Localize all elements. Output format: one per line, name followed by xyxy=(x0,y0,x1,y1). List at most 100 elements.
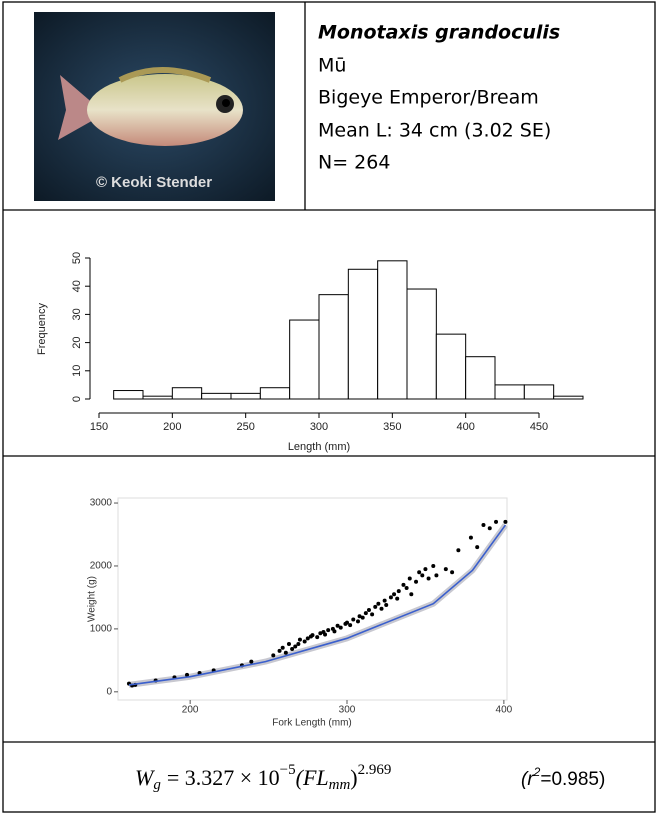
y-tick-label: 20 xyxy=(71,336,83,348)
data-point xyxy=(366,608,371,613)
bar xyxy=(494,384,525,400)
y-tick-label: 0 xyxy=(106,686,112,697)
data-point xyxy=(450,570,455,575)
data-point xyxy=(382,598,387,603)
data-point xyxy=(323,632,328,637)
formula-part: =0.985) xyxy=(540,769,605,790)
common-name: Bigeye Emperor/Bream xyxy=(318,87,539,109)
data-point xyxy=(456,548,461,553)
data-point xyxy=(351,617,356,622)
bar xyxy=(142,395,173,400)
data-point xyxy=(338,625,343,630)
bar xyxy=(435,333,467,400)
data-point xyxy=(420,573,425,578)
formula-part: mm xyxy=(329,777,351,793)
x-tick-label: 150 xyxy=(90,421,108,433)
data-point xyxy=(407,576,412,581)
bar xyxy=(347,268,379,400)
bar xyxy=(553,395,584,400)
data-point xyxy=(335,623,340,628)
data-point xyxy=(373,604,378,609)
data-point xyxy=(305,636,310,641)
formula-part: 2.969 xyxy=(358,762,392,778)
x-tick-label: 250 xyxy=(236,421,254,433)
data-point xyxy=(468,535,473,540)
y-tick-label: 3000 xyxy=(90,498,113,509)
data-point xyxy=(396,589,401,594)
formula: Wg = 3.327 × 10−5(FLmm)2.969 xyxy=(135,762,391,793)
x-tick-label: 300 xyxy=(310,421,328,433)
y-tick-label: 10 xyxy=(71,365,83,377)
data-point xyxy=(302,639,307,644)
hawaiian-name: Mū xyxy=(318,55,346,77)
x-axis-label: Length (mm) xyxy=(288,441,350,453)
data-point xyxy=(345,620,350,625)
y-tick-label: 2000 xyxy=(90,561,113,572)
formula-part: −5 xyxy=(280,762,296,778)
data-point xyxy=(290,647,295,652)
scientific-name: Monotaxis grandoculis xyxy=(318,22,560,44)
data-point xyxy=(414,579,419,584)
data-point xyxy=(401,582,406,587)
bar xyxy=(171,387,203,400)
y-tick-label: 1000 xyxy=(90,624,113,635)
data-point xyxy=(404,585,409,590)
data-point xyxy=(280,645,285,650)
formula-part: (FL xyxy=(296,765,329,790)
data-point xyxy=(379,606,384,611)
data-point xyxy=(360,615,365,620)
y-tick-label: 40 xyxy=(71,280,83,292)
data-point xyxy=(388,595,393,600)
data-point xyxy=(494,519,499,524)
formula-part: g xyxy=(153,777,161,793)
formula-part: W xyxy=(135,765,155,790)
bar xyxy=(289,319,320,400)
y-tick-label: 50 xyxy=(71,252,83,264)
x-tick-label: 200 xyxy=(182,705,199,716)
histogram: 150 200 250 300 350 400 450 0 10 20 30 40 50 Length (… xyxy=(36,252,584,453)
mean-length: Mean L: 34 cm (3.02 SE) xyxy=(318,120,551,142)
data-point xyxy=(296,641,301,646)
fit-line xyxy=(128,524,507,686)
bar xyxy=(523,384,555,400)
data-point xyxy=(332,629,337,634)
data-point xyxy=(426,576,431,581)
x-tick-label: 450 xyxy=(530,421,548,433)
data-point xyxy=(481,523,486,528)
formula-part: ) xyxy=(350,765,357,790)
x-tick-label: 350 xyxy=(383,421,401,433)
bar xyxy=(465,356,496,400)
data-point xyxy=(376,601,381,606)
x-tick-label: 200 xyxy=(163,421,181,433)
r-squared: (r2=0.985) xyxy=(521,765,605,790)
formula-part: = 3.327 × 10 xyxy=(167,765,280,790)
data-point xyxy=(293,644,298,649)
formula-part: (r xyxy=(521,769,534,790)
data-point xyxy=(286,641,291,646)
data-point xyxy=(417,570,422,575)
bar xyxy=(201,392,232,400)
data-point xyxy=(297,637,302,642)
data-point xyxy=(310,633,315,638)
data-point xyxy=(315,635,320,640)
data-point xyxy=(277,648,282,653)
data-point xyxy=(355,619,360,624)
data-point xyxy=(185,672,190,677)
fish-photo: © Keoki Stender xyxy=(34,12,275,201)
x-axis-label: Fork Length (mm) xyxy=(272,718,351,729)
data-point xyxy=(487,526,492,531)
bar xyxy=(230,392,261,400)
y-tick-label: 30 xyxy=(71,308,83,320)
data-point xyxy=(434,573,439,578)
bar xyxy=(318,294,349,400)
data-point xyxy=(357,614,362,619)
bar xyxy=(406,288,437,400)
formula-part: 2 xyxy=(533,765,541,779)
data-point xyxy=(318,631,323,636)
y-axis-label: Frequency xyxy=(36,303,48,355)
data-point xyxy=(395,596,400,601)
photo-credit: © Keoki Stender xyxy=(96,174,212,191)
data-point xyxy=(423,567,428,572)
